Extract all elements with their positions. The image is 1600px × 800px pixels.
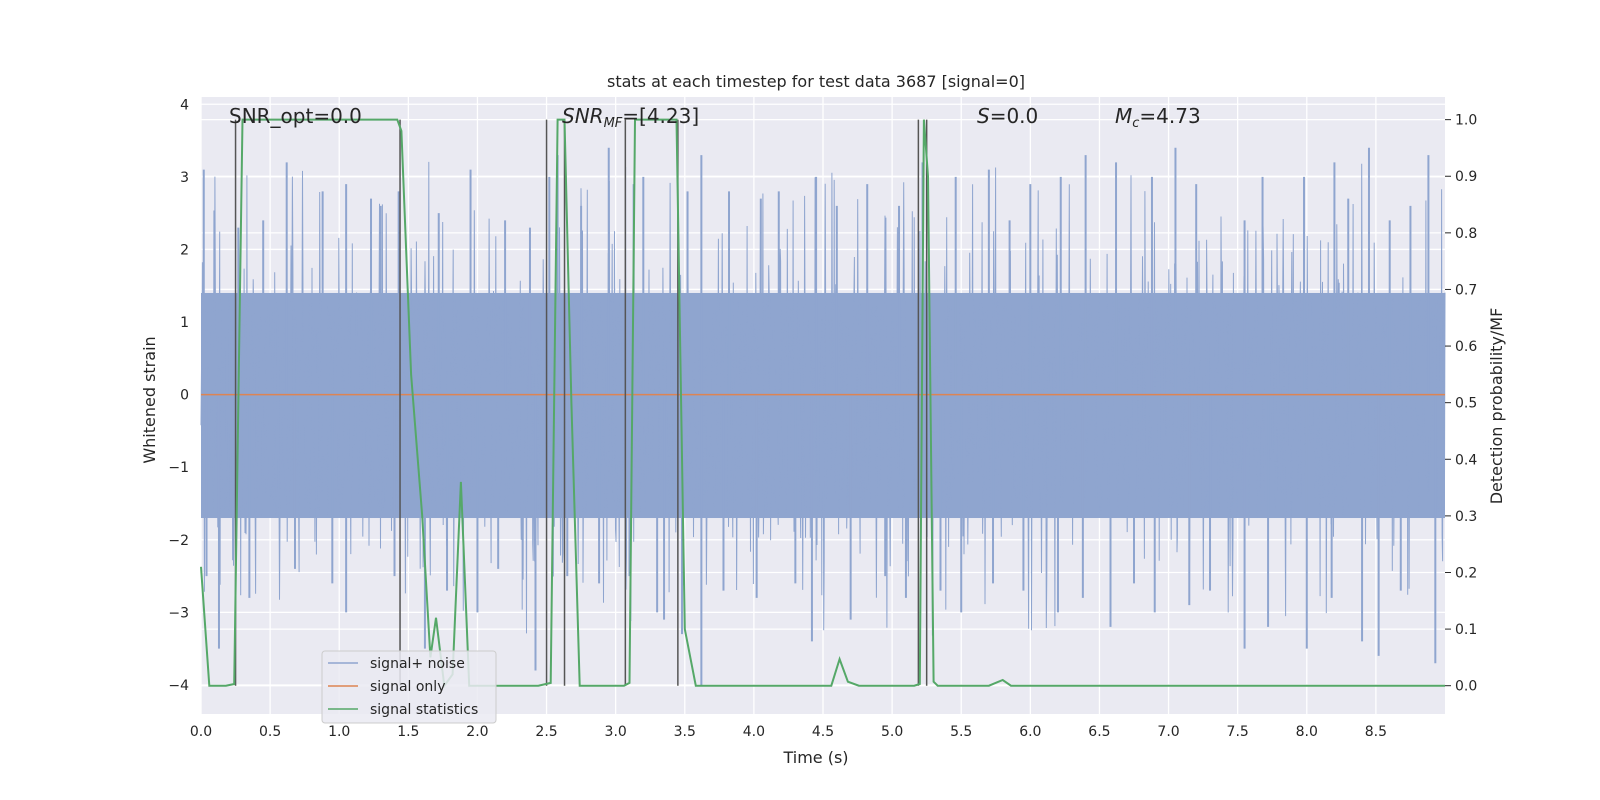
annotation-snr-mf-value: =[4.23] — [622, 104, 699, 128]
series-signal-noise — [200, 147, 1446, 685]
annotation-s-main: S — [977, 104, 990, 128]
y-tick-label: 1 — [180, 315, 189, 331]
x-tick-label: 2.0 — [466, 724, 488, 740]
x-tick-label: 4.5 — [812, 724, 834, 740]
y-tick-label: 4 — [180, 97, 189, 113]
y2-tick-label: 1.0 — [1455, 113, 1477, 129]
x-tick-label: 0.0 — [190, 724, 212, 740]
x-tick-label: 7.5 — [1227, 724, 1249, 740]
series-signal-statistics — [200, 118, 1445, 689]
noise-trace — [200, 161, 1446, 636]
x-tick-label: 6.5 — [1088, 724, 1110, 740]
x-tick-label: 8.0 — [1296, 724, 1318, 740]
x-tick-label: 8.5 — [1365, 724, 1387, 740]
x-tick-label: 5.5 — [950, 724, 972, 740]
y2-tick-label: 0.2 — [1455, 565, 1477, 581]
x-tick-label: 5.0 — [881, 724, 903, 740]
x-tick-label: 3.5 — [674, 724, 696, 740]
annotation-mc-main: M — [1115, 104, 1132, 128]
legend: signal+ noise signal only signal statist… — [321, 650, 497, 724]
chart-title: stats at each timestep for test data 368… — [607, 72, 1025, 91]
y-axis-ticks: 4 3 2 1 0 −1 −2 −3 −4 — [168, 97, 189, 694]
x-tick-label: 1.5 — [397, 724, 419, 740]
legend-label-signal-only: signal only — [370, 679, 445, 695]
y-tick-label: 3 — [180, 170, 189, 186]
y2-tick-label: 0.7 — [1455, 282, 1477, 298]
annotation-mc-sub: c — [1132, 116, 1139, 131]
y2-tick-label: 0.3 — [1455, 509, 1477, 525]
y2-tick-label: 0.6 — [1455, 339, 1477, 355]
x-axis-ticks: 0.0 0.5 1.0 1.5 2.0 2.5 3.0 3.5 4.0 4.5 5.0 5.5 6.0 6… — [190, 724, 1387, 740]
vertical-markers — [234, 119, 928, 686]
y2-tick-label: 0.4 — [1455, 452, 1477, 468]
y-tick-label: −4 — [168, 678, 189, 694]
x-tick-label: 1.0 — [328, 724, 350, 740]
x-tick-label: 0.5 — [259, 724, 281, 740]
x-axis-label: Time (s) — [782, 748, 848, 767]
annotation-mc: Mc=4.73 — [1115, 104, 1201, 131]
y2-tick-label: 0.5 — [1455, 396, 1477, 412]
y-axis-label: Whitened strain — [140, 336, 159, 463]
y-tick-label: 0 — [180, 388, 189, 404]
legend-label-signal-statistics: signal statistics — [370, 702, 478, 718]
annotation-snr-mf-sub: MF — [604, 116, 623, 131]
y2-tick-label: 0.9 — [1455, 169, 1477, 185]
annotation-mc-value: =4.73 — [1139, 104, 1200, 128]
y2-tick-label: 0.0 — [1455, 679, 1477, 695]
y-tick-label: 2 — [180, 242, 189, 258]
annotation-s: S=0.0 — [977, 104, 1038, 128]
x-tick-label: 2.5 — [535, 724, 557, 740]
x-tick-label: 3.0 — [605, 724, 627, 740]
y-tick-label: −1 — [168, 460, 189, 476]
y-tick-label: −3 — [168, 605, 189, 621]
annotation-snr-mf-main: SNR — [562, 104, 604, 128]
annotation-snr-opt: SNR_opt=0.0 — [229, 104, 362, 128]
legend-box — [321, 650, 497, 724]
y2-tick-label: 0.1 — [1455, 622, 1477, 638]
annotation-s-value: =0.0 — [990, 104, 1039, 128]
legend-label-signal-noise: signal+ noise — [370, 656, 465, 672]
x-tick-label: 4.0 — [743, 724, 765, 740]
annotation-snr-mf: SNRMF=[4.23] — [562, 104, 699, 131]
y2-axis-ticks: 1.0 0.9 0.8 0.7 0.6 0.5 0.4 0.3 0.2 0.1 0.0 — [1445, 113, 1477, 695]
y2-tick-label: 0.8 — [1455, 226, 1477, 242]
x-tick-label: 6.0 — [1019, 724, 1041, 740]
y2-axis-label: Detection probability/MF — [1487, 308, 1506, 505]
x-tick-label: 7.0 — [1157, 724, 1179, 740]
y-tick-label: −2 — [168, 533, 189, 549]
